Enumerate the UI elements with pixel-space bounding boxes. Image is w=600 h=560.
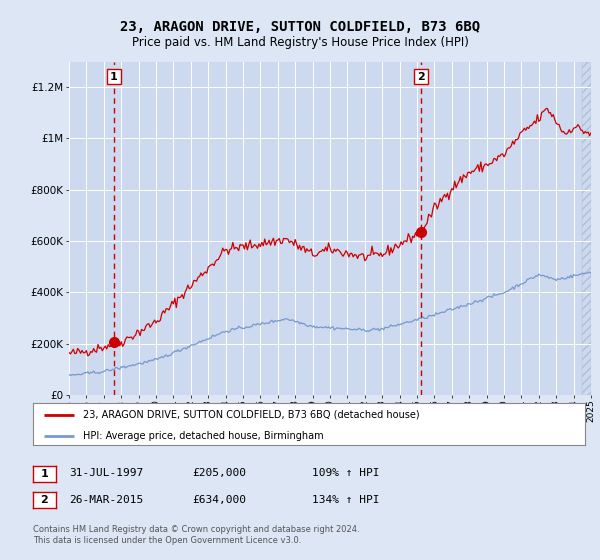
Text: 1: 1 [110,72,118,82]
Text: £634,000: £634,000 [192,494,246,505]
Text: Price paid vs. HM Land Registry's House Price Index (HPI): Price paid vs. HM Land Registry's House … [131,36,469,49]
Text: 31-JUL-1997: 31-JUL-1997 [69,468,143,478]
Text: 134% ↑ HPI: 134% ↑ HPI [312,494,380,505]
Text: £205,000: £205,000 [192,468,246,478]
Text: Contains HM Land Registry data © Crown copyright and database right 2024.
This d: Contains HM Land Registry data © Crown c… [33,525,359,545]
Text: 1: 1 [41,469,48,479]
Text: 2: 2 [41,495,48,505]
Text: 26-MAR-2015: 26-MAR-2015 [69,494,143,505]
Text: 2: 2 [417,72,425,82]
Text: 109% ↑ HPI: 109% ↑ HPI [312,468,380,478]
Text: 23, ARAGON DRIVE, SUTTON COLDFIELD, B73 6BQ (detached house): 23, ARAGON DRIVE, SUTTON COLDFIELD, B73 … [83,410,419,420]
Text: HPI: Average price, detached house, Birmingham: HPI: Average price, detached house, Birm… [83,431,323,441]
Text: 23, ARAGON DRIVE, SUTTON COLDFIELD, B73 6BQ: 23, ARAGON DRIVE, SUTTON COLDFIELD, B73 … [120,20,480,34]
